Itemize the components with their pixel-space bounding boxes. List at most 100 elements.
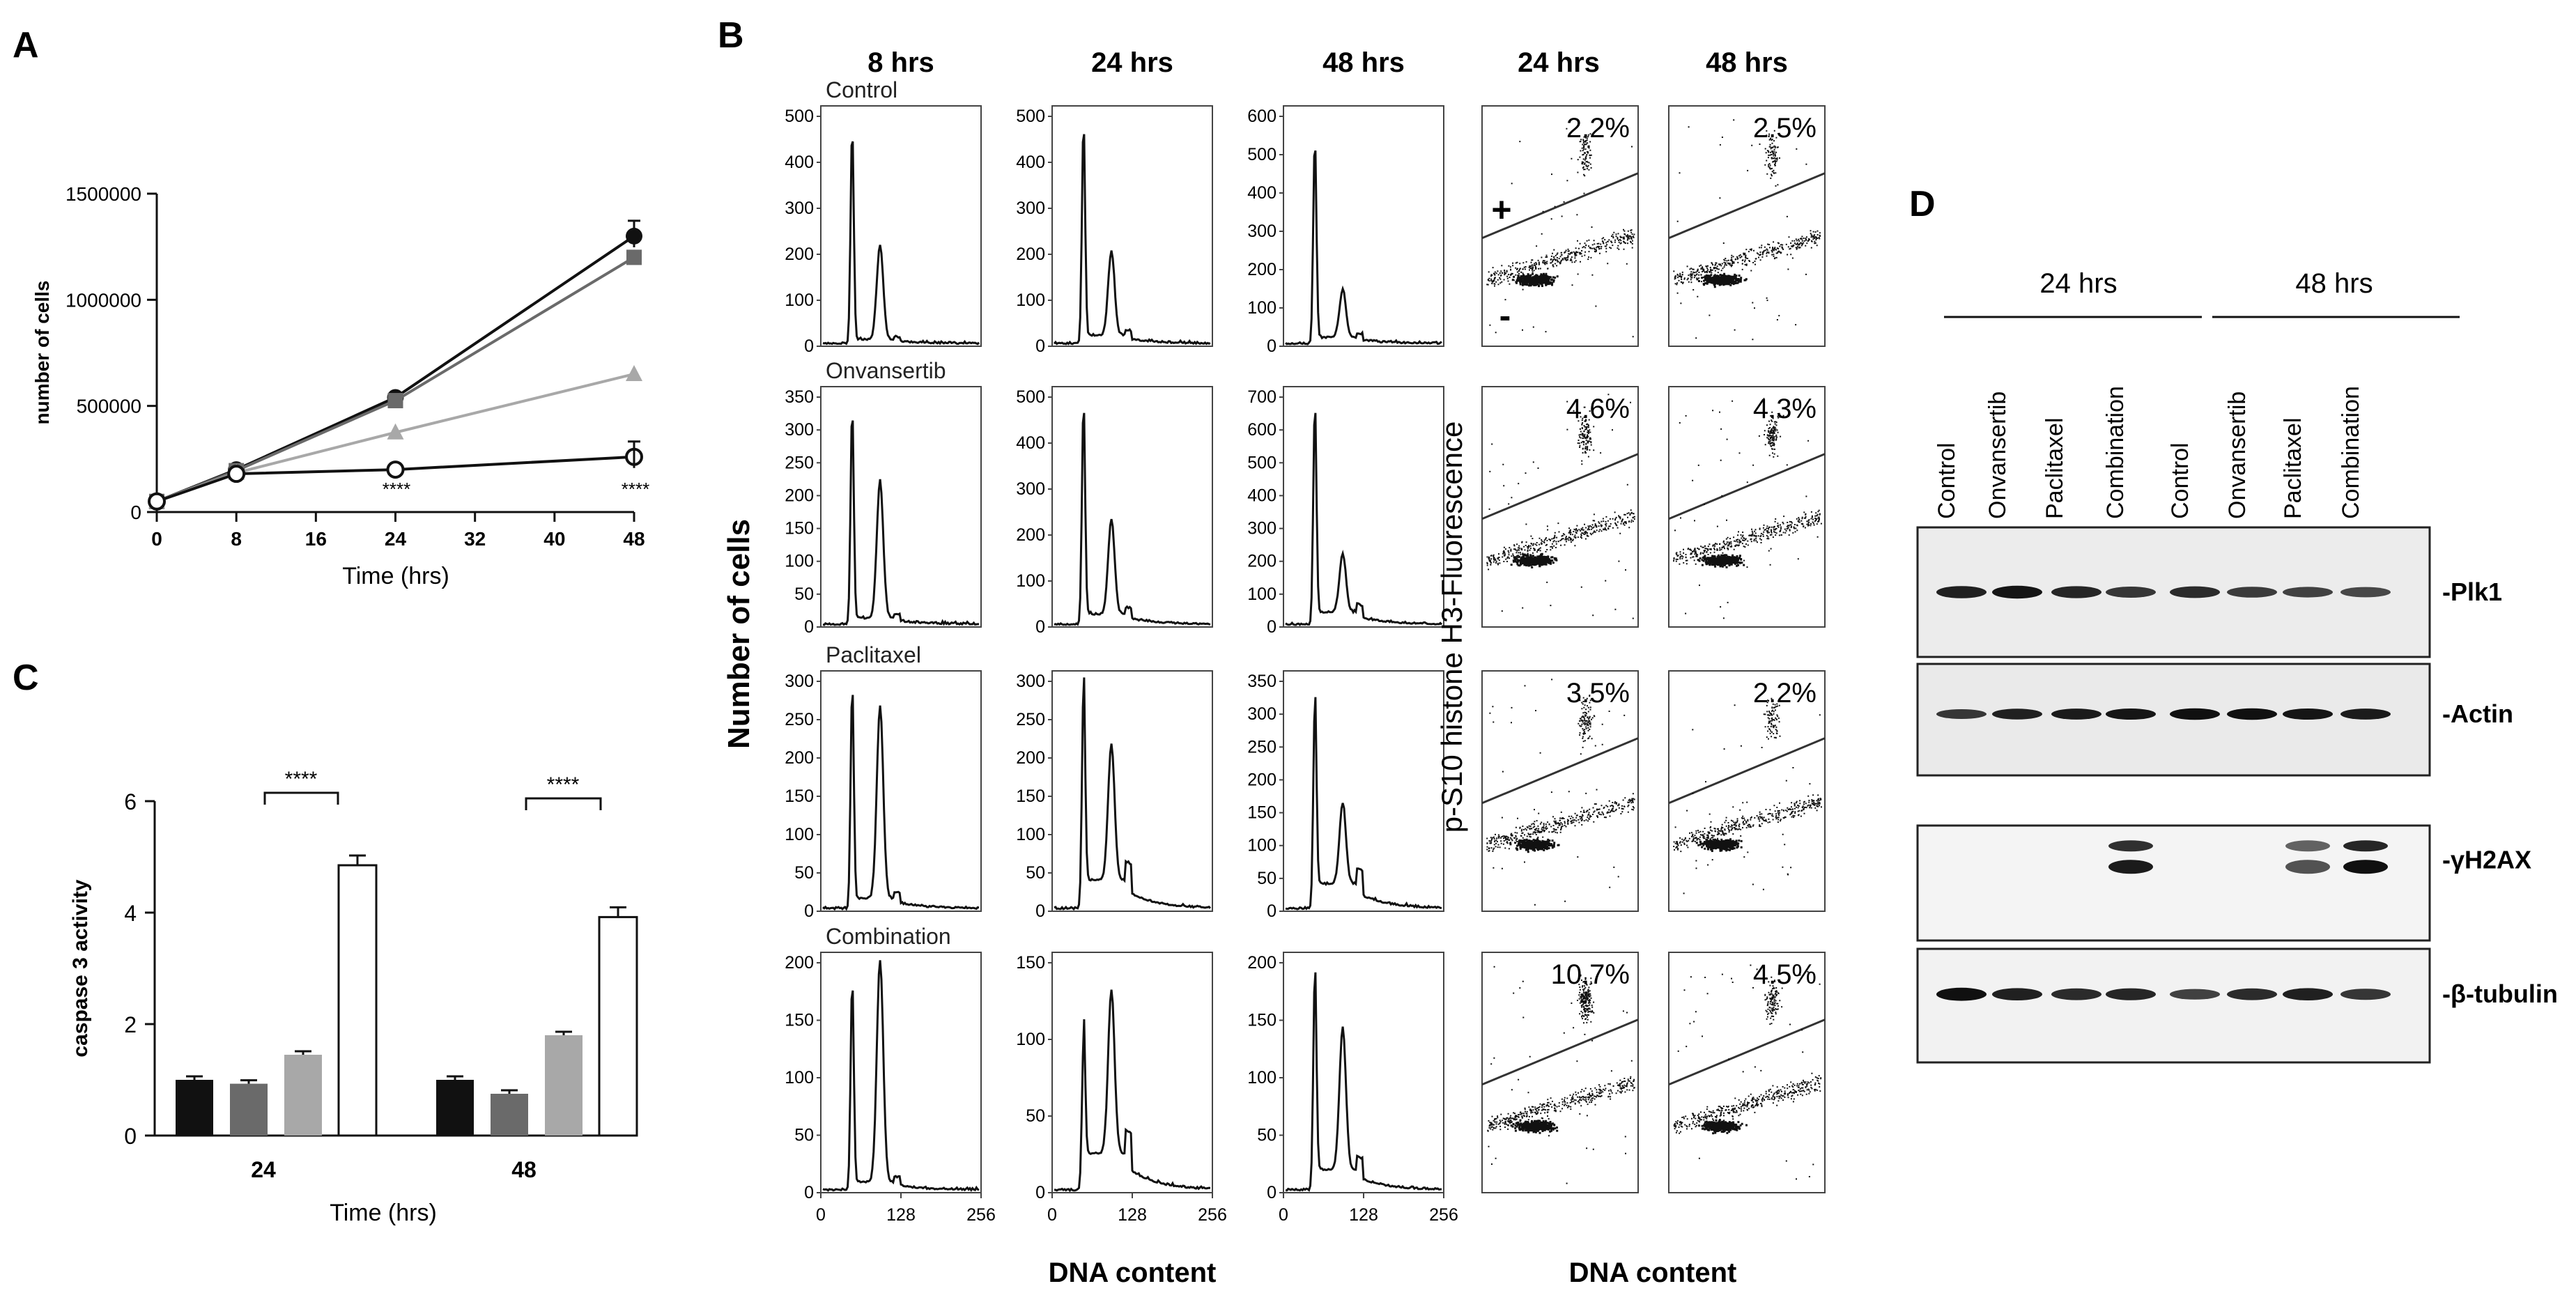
panel-b-xlabel: DNA content <box>1049 1257 1217 1288</box>
panel-d-lane-label: Onvansertib <box>2224 392 2251 519</box>
panel-b-ytick-label: 300 <box>1247 519 1277 539</box>
panel-d-band <box>2340 587 2391 598</box>
panel-b-histogram-frame <box>820 670 982 912</box>
panel-b-ytick-label: 200 <box>1247 260 1277 279</box>
panel-d-lane-label: Control <box>2167 442 2193 519</box>
panel-b-ytick-label: 200 <box>1247 552 1277 571</box>
panel-b-ytick-label: 400 <box>785 153 814 172</box>
panel-b-ytick-label: 0 <box>1035 617 1045 637</box>
panel-b-ytick-label: 50 <box>1257 869 1277 888</box>
panel-d-band <box>2170 586 2220 598</box>
panel-b-ytick-label: 0 <box>1267 901 1277 921</box>
panel-b-histogram-frame <box>1283 386 1444 628</box>
panel-b-scatter-events <box>1486 122 1635 338</box>
panel-b-ytick-label: 200 <box>1016 245 1045 264</box>
panel-b-histogram-trace <box>1054 412 1211 626</box>
panel-a-ytick-label: 1500000 <box>65 183 141 205</box>
panel-b-xtick-label: 256 <box>1429 1205 1458 1225</box>
panel-b-header-48hrs: 48 hrs <box>1322 47 1405 78</box>
panel-b-flow-cytometry: 8 hrs 24 hrs 48 hrs 24 hrs 48 hrs Contro… <box>722 47 1826 1288</box>
panel-b-xtick-label: 0 <box>1047 1205 1057 1225</box>
panel-b-scatter-frame <box>1481 952 1639 1193</box>
panel-b-xtick-label: 256 <box>1198 1205 1227 1225</box>
panel-d-band <box>2227 708 2277 720</box>
panel-b-ytick-label: 300 <box>1247 704 1277 724</box>
panel-b-ytick-label: 50 <box>794 584 814 604</box>
panel-b-ytick-label: 0 <box>1035 1183 1045 1202</box>
panel-c-bar <box>230 1083 268 1136</box>
panel-d-band <box>2343 840 2388 852</box>
panel-b-mitotic-percent: 3.5% <box>1566 678 1630 709</box>
panel-b-ytick-label: 200 <box>1247 770 1277 789</box>
panel-b-ytick-label: 100 <box>1016 571 1045 591</box>
panel-b-histogram-trace <box>1285 972 1442 1192</box>
panel-b-histogram-frame <box>1051 386 1213 628</box>
panel-b-gate-line <box>1668 1019 1826 1086</box>
panel-b-ytick-label: 100 <box>1016 1030 1045 1049</box>
panel-a-xtick-label: 48 <box>623 528 645 550</box>
panel-a-point <box>387 423 404 440</box>
panel-a-point <box>626 249 642 265</box>
panel-b-ytick-label: 200 <box>785 953 814 973</box>
panel-b-histogram-frame <box>1051 670 1213 912</box>
panel-letter-c: C <box>13 658 39 698</box>
panel-c-xlabel: Time (hrs) <box>330 1200 437 1226</box>
panel-d-western-blot: 24 hrs 48 hrs Control Onvansertib Paclitax… <box>1916 268 2558 1064</box>
panel-d-band <box>2108 860 2153 874</box>
panel-a-point <box>387 393 403 409</box>
panel-b-histogram-frame <box>1051 105 1213 347</box>
panel-d-band <box>2106 988 2156 1000</box>
panel-d-band <box>2283 988 2333 1000</box>
panel-b-histogram-trace <box>822 141 980 346</box>
panel-b-scatter-frame <box>1668 386 1826 628</box>
panel-b-histogram-trace <box>1054 677 1212 911</box>
panel-b-ytick-label: 250 <box>1247 737 1277 757</box>
panel-letter-d: D <box>1909 184 1936 224</box>
panel-b-scatter-frame <box>1668 670 1826 912</box>
panel-b-histogram-trace <box>1054 989 1211 1193</box>
panel-b-ytick-label: 150 <box>1016 787 1045 806</box>
panel-b-ytick-label: 100 <box>1247 298 1277 318</box>
panel-b-histogram-trace <box>822 960 980 1192</box>
panel-c-bar <box>545 1035 583 1136</box>
panel-letter-a: A <box>13 25 39 65</box>
panel-b-ytick-label: 150 <box>1247 803 1277 823</box>
panel-d-band <box>1936 709 1987 719</box>
panel-b-scatter-frame <box>1481 670 1639 912</box>
panel-b-scatter-events <box>1673 697 1822 895</box>
panel-b-header-24hrs: 24 hrs <box>1091 47 1173 78</box>
panel-d-lane-label: Control <box>1934 442 1960 519</box>
panel-d-band <box>2343 860 2388 874</box>
panel-c-ytick-label: 2 <box>124 1012 137 1037</box>
panel-b-ytick-label: 200 <box>1247 953 1277 973</box>
panel-d-band <box>1992 988 2042 1000</box>
panel-b-gate-line <box>1668 737 1826 805</box>
panel-b-xtick-label: 128 <box>1118 1205 1147 1225</box>
panel-d-band <box>2227 587 2277 598</box>
panel-b-row-label: Control <box>826 77 897 102</box>
panel-b-ytick-label: 250 <box>785 710 814 729</box>
panel-d-band <box>2283 587 2333 598</box>
panel-b-xtick-label: 0 <box>1279 1205 1288 1225</box>
panel-c-ytick-label: 4 <box>124 901 137 926</box>
panel-b-gate-line <box>1481 1019 1639 1086</box>
panel-b-ytick-label: 0 <box>1267 617 1277 637</box>
panel-b-ytick-label: 0 <box>804 1183 814 1202</box>
panel-d-band <box>2051 586 2101 598</box>
panel-d-band <box>2170 989 2220 1000</box>
panel-b-row-label: Onvansertib <box>826 358 946 383</box>
panel-d-band <box>2051 709 2101 720</box>
panel-d-band <box>2106 708 2156 720</box>
panel-b-ytick-label: 100 <box>1247 1068 1277 1087</box>
panel-b-ytick-label: 350 <box>1247 672 1277 691</box>
panel-d-band <box>1992 585 2042 599</box>
panel-b-ytick-label: 350 <box>785 387 814 407</box>
panel-b-ytick-label: 500 <box>1016 107 1045 126</box>
panel-b-ytick-label: 300 <box>1247 222 1277 241</box>
panel-d-blot-membrane <box>1916 947 2431 1064</box>
panel-d-blot-label: -Plk1 <box>2442 578 2502 606</box>
panel-c-sig-48: **** <box>547 773 580 796</box>
panel-c-bar <box>491 1094 528 1136</box>
panel-b-ytick-label: 150 <box>785 519 814 539</box>
panel-a-ytick-label: 0 <box>130 502 141 523</box>
